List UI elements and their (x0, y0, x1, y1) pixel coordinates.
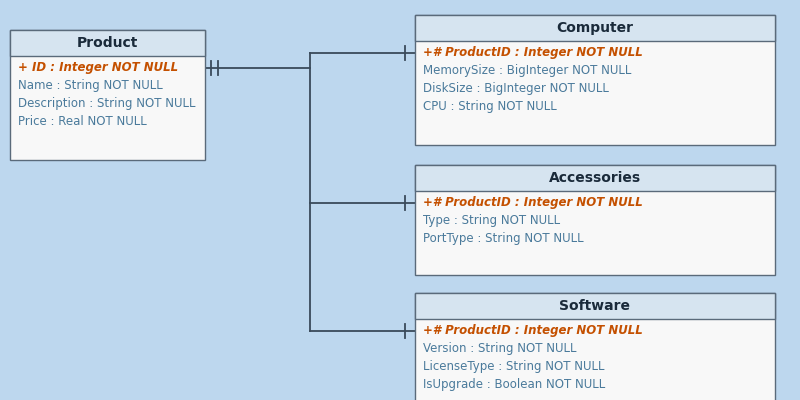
Text: CPU : String NOT NULL: CPU : String NOT NULL (423, 100, 557, 113)
FancyBboxPatch shape (415, 15, 775, 41)
Text: Type : String NOT NULL: Type : String NOT NULL (423, 214, 560, 227)
Text: Software: Software (559, 299, 630, 313)
Text: Price : Real NOT NULL: Price : Real NOT NULL (18, 115, 146, 128)
Text: DiskSize : BigInteger NOT NULL: DiskSize : BigInteger NOT NULL (423, 82, 609, 95)
FancyBboxPatch shape (415, 15, 775, 145)
FancyBboxPatch shape (10, 30, 205, 160)
Text: Version : String NOT NULL: Version : String NOT NULL (423, 342, 577, 355)
Text: +# ProductID : Integer NOT NULL: +# ProductID : Integer NOT NULL (423, 196, 642, 209)
Text: +# ProductID : Integer NOT NULL: +# ProductID : Integer NOT NULL (423, 324, 642, 337)
Text: + ID : Integer NOT NULL: + ID : Integer NOT NULL (18, 61, 178, 74)
Text: Description : String NOT NULL: Description : String NOT NULL (18, 97, 195, 110)
Text: Computer: Computer (557, 21, 634, 35)
FancyBboxPatch shape (415, 165, 775, 191)
Text: PortType : String NOT NULL: PortType : String NOT NULL (423, 232, 584, 245)
FancyBboxPatch shape (415, 293, 775, 319)
Text: LicenseType : String NOT NULL: LicenseType : String NOT NULL (423, 360, 605, 373)
FancyBboxPatch shape (10, 30, 205, 56)
Text: +# ProductID : Integer NOT NULL: +# ProductID : Integer NOT NULL (423, 46, 642, 59)
Text: MemorySize : BigInteger NOT NULL: MemorySize : BigInteger NOT NULL (423, 64, 631, 77)
FancyBboxPatch shape (415, 165, 775, 275)
Text: Name : String NOT NULL: Name : String NOT NULL (18, 79, 162, 92)
Text: Accessories: Accessories (549, 171, 641, 185)
FancyBboxPatch shape (415, 293, 775, 400)
Text: Product: Product (77, 36, 138, 50)
Text: IsUpgrade : Boolean NOT NULL: IsUpgrade : Boolean NOT NULL (423, 378, 606, 391)
